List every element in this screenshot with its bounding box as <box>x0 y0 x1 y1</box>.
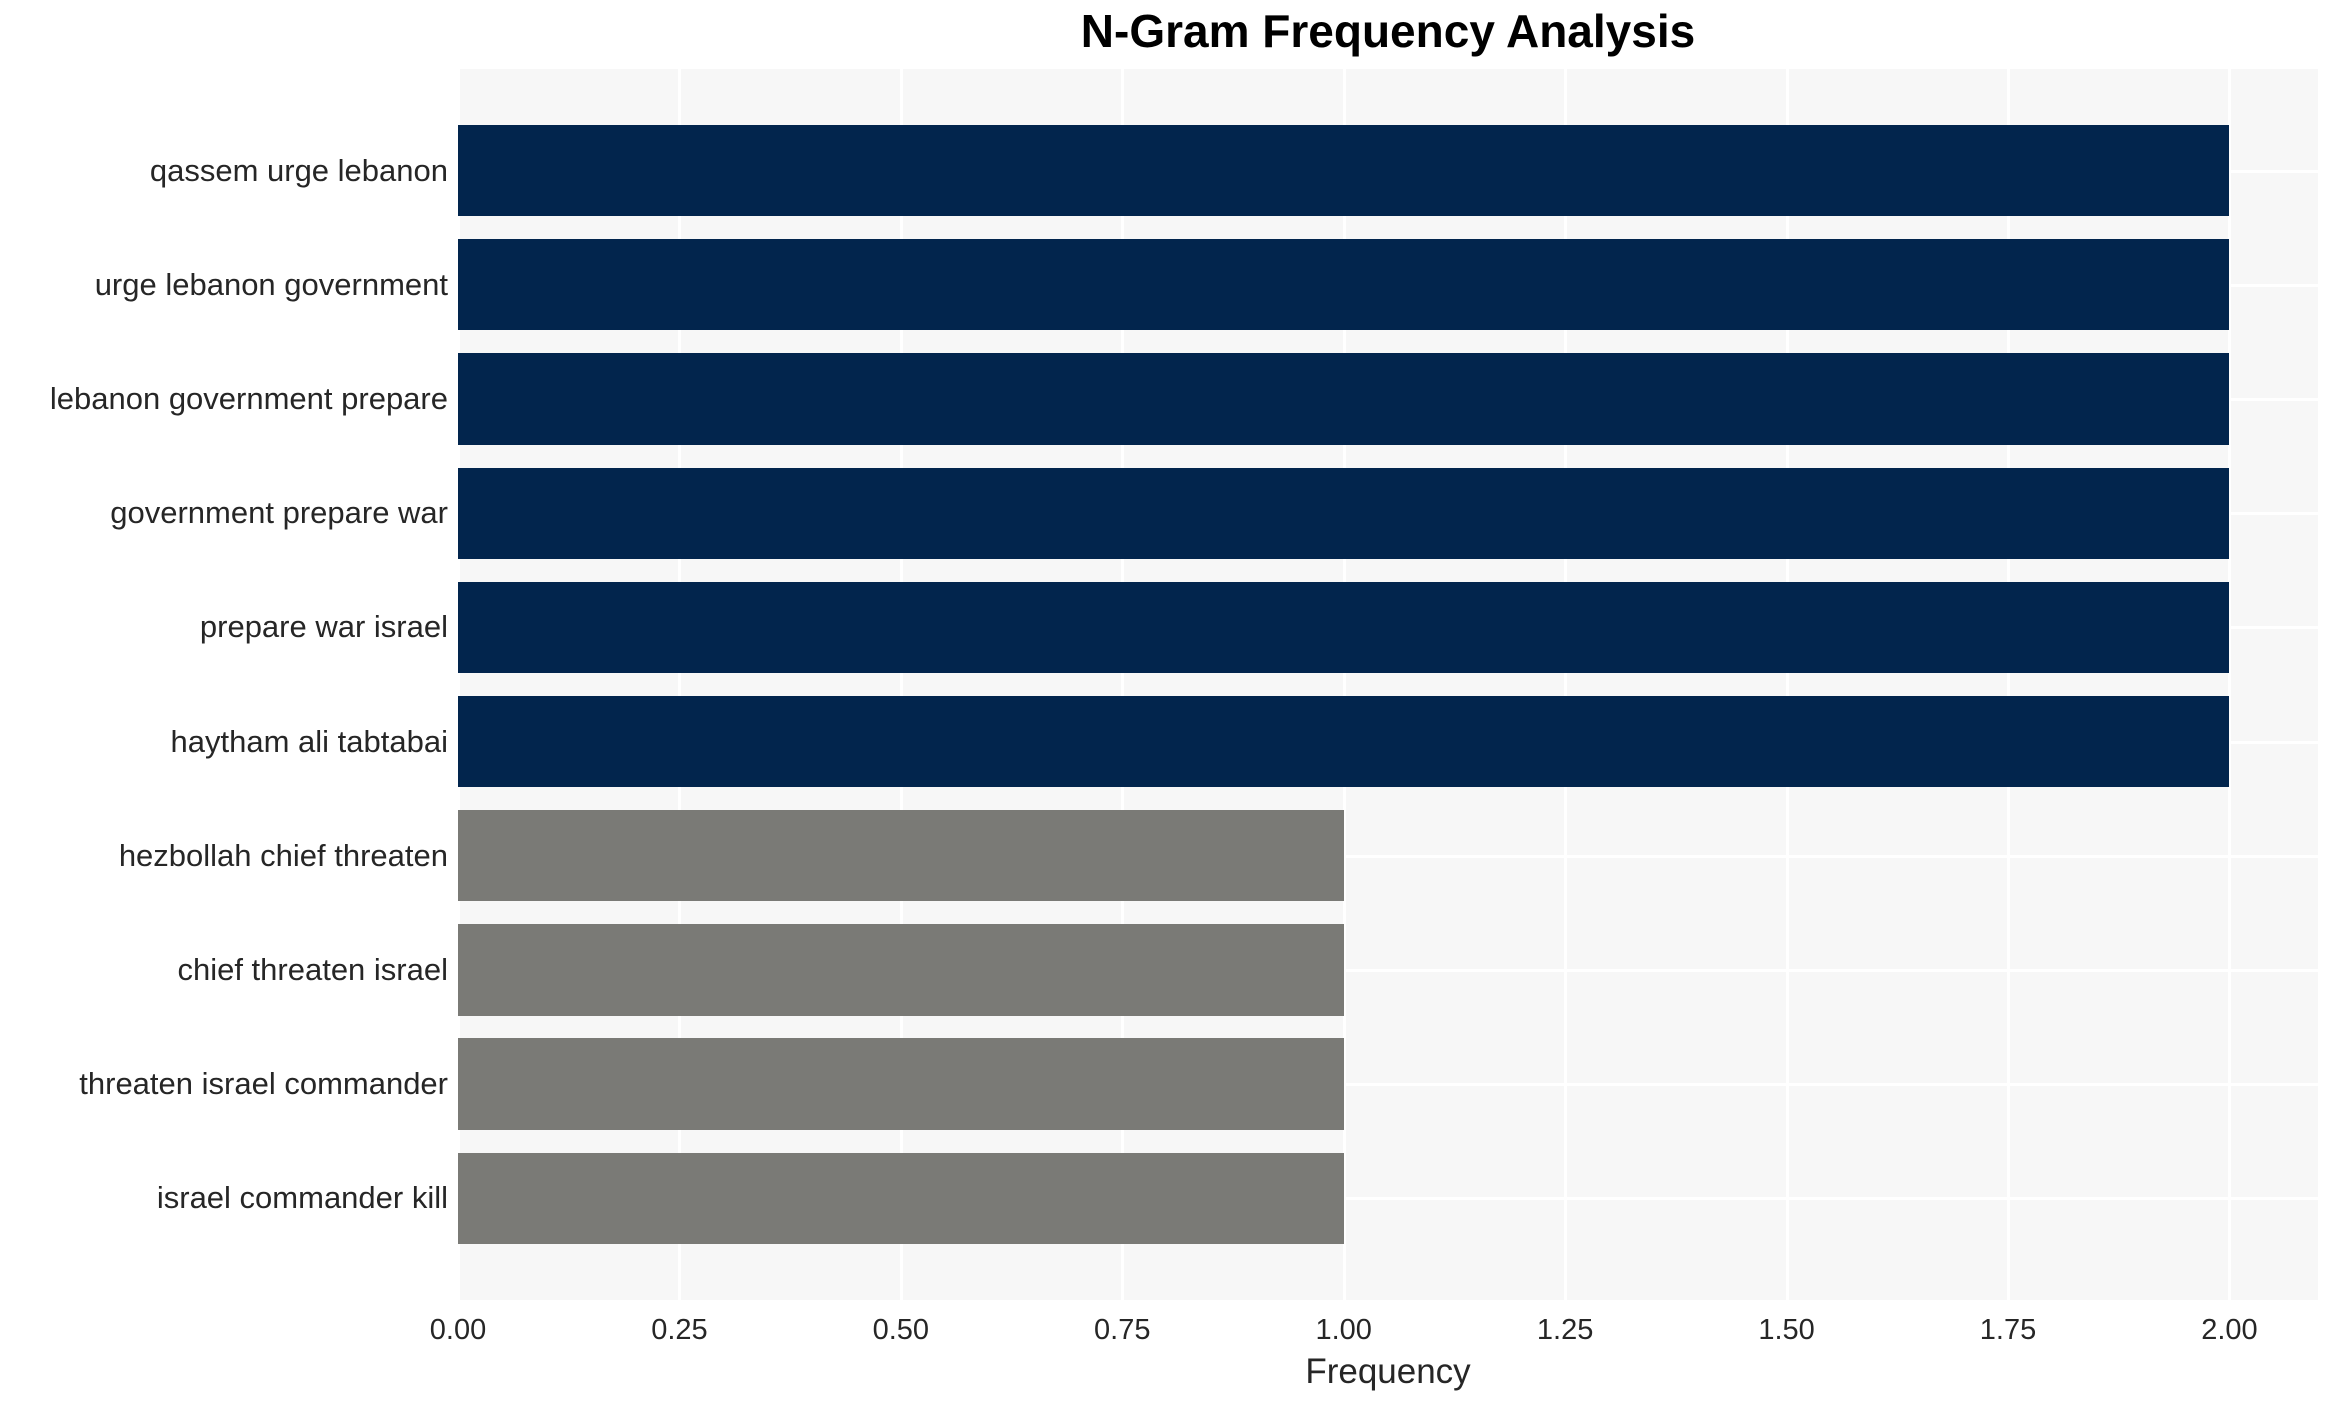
y-tick-label: israel commander kill <box>156 1180 448 1216</box>
y-gridline <box>458 1197 2318 1201</box>
bar <box>458 810 1344 902</box>
x-tick-label: 1.75 <box>1979 1314 2037 1346</box>
x-tick-label: 0.75 <box>1094 1314 1151 1346</box>
bar <box>458 353 2230 445</box>
bar <box>458 239 2230 331</box>
y-gridline <box>458 968 2318 972</box>
y-gridline <box>458 854 2318 858</box>
x-gridline <box>1121 69 1125 1300</box>
y-tick-label: lebanon government prepare <box>49 381 448 417</box>
y-gridline <box>458 1083 2318 1087</box>
x-gridline <box>899 69 903 1300</box>
x-gridline <box>1785 69 1789 1300</box>
x-gridline <box>2007 69 2010 1300</box>
chart-title: N-Gram Frequency Analysis <box>1080 5 1696 57</box>
y-tick-label: urge lebanon government <box>94 266 448 302</box>
bar <box>458 695 2230 788</box>
bar <box>458 1038 1344 1130</box>
x-tick-label: 0.00 <box>429 1314 487 1346</box>
x-axis-title: Frequency <box>1305 1352 1471 1391</box>
bar <box>458 924 1344 1016</box>
x-gridline <box>1564 69 1568 1300</box>
x-gridline <box>1342 69 1346 1300</box>
plot-area <box>457 69 2318 1300</box>
bar <box>458 581 2230 674</box>
y-tick-label: prepare war israel <box>199 609 448 645</box>
x-tick-label: 1.50 <box>1758 1314 1815 1346</box>
y-tick-label: haytham ali tabtabai <box>170 723 448 759</box>
bar <box>458 1152 1344 1245</box>
y-tick-label: chief threaten israel <box>177 951 448 987</box>
x-tick-label: 0.50 <box>872 1314 930 1346</box>
y-tick-label: threaten israel commander <box>79 1066 448 1102</box>
y-tick-label: government prepare war <box>110 495 448 531</box>
x-tick-label: 0.25 <box>651 1314 708 1346</box>
x-tick-label: 1.25 <box>1536 1314 1594 1346</box>
bar <box>458 467 2230 559</box>
x-gridline <box>678 69 682 1300</box>
x-gridline <box>2228 69 2232 1300</box>
bar <box>458 124 2230 217</box>
x-tick-label: 2.00 <box>2201 1314 2258 1346</box>
y-tick-label: qassem urge lebanon <box>149 152 448 188</box>
x-tick-label: 1.00 <box>1315 1314 1372 1346</box>
x-gridline <box>457 69 460 1300</box>
y-tick-label: hezbollah chief threaten <box>118 837 448 873</box>
